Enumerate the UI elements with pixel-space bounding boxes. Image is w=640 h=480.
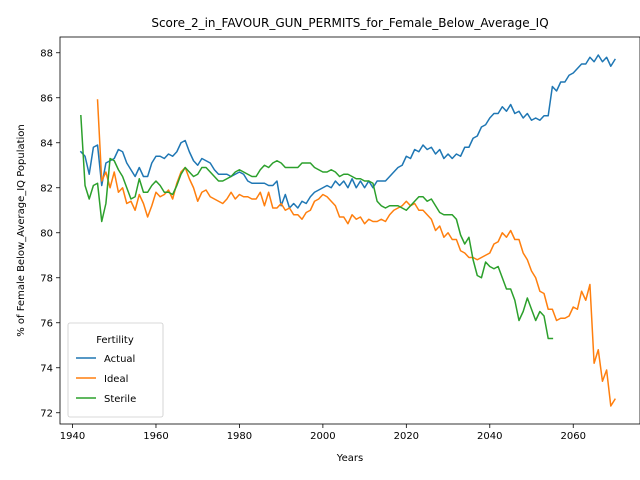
legend-title: Fertility	[96, 335, 134, 346]
y-tick-label: 74	[40, 363, 53, 374]
legend-box	[67, 322, 164, 418]
x-tick-label: 1940	[60, 431, 85, 442]
plot-frame	[59, 36, 640, 425]
x-tick-label: 2000	[310, 431, 335, 442]
y-tick-label: 86	[40, 93, 53, 104]
y-axis-label: % of Female Below_Average_IQ Population	[16, 124, 27, 337]
x-tick-label: 1980	[227, 431, 252, 442]
y-tick-label: 82	[40, 183, 53, 194]
chart-title: Score_2_in_FAVOUR_GUN_PERMITS_for_Female…	[151, 16, 548, 30]
x-tick-label: 2040	[477, 431, 502, 442]
legend: Fertility Actual Ideal Sterile	[67, 322, 164, 418]
x-tick-label: 2020	[394, 431, 419, 442]
y-tick-label: 76	[40, 318, 53, 329]
x-tick-label: 1960	[143, 431, 168, 442]
legend-entries: Actual Ideal Sterile	[76, 354, 136, 405]
series-layer	[79, 54, 616, 407]
x-axis-label: Years	[336, 453, 363, 464]
legend-label-sterile: Sterile	[104, 394, 136, 405]
series-line-actual	[79, 54, 616, 209]
y-tick-label: 84	[40, 138, 53, 149]
y-tick-label: 80	[40, 228, 53, 239]
y-tick-label: 78	[40, 273, 53, 284]
x-tick-label: 2060	[561, 431, 586, 442]
legend-label-ideal: Ideal	[104, 374, 128, 385]
y-tick-label: 72	[40, 408, 53, 419]
series-line-sterile	[80, 114, 554, 340]
y-axis-ticks: 72 74 76 78 80 82 84 86 88	[40, 48, 60, 419]
legend-label-actual: Actual	[104, 354, 135, 365]
y-tick-label: 88	[40, 48, 53, 59]
x-axis-ticks: 1940 1960 1980 2000 2020 2040 2060	[60, 424, 586, 442]
